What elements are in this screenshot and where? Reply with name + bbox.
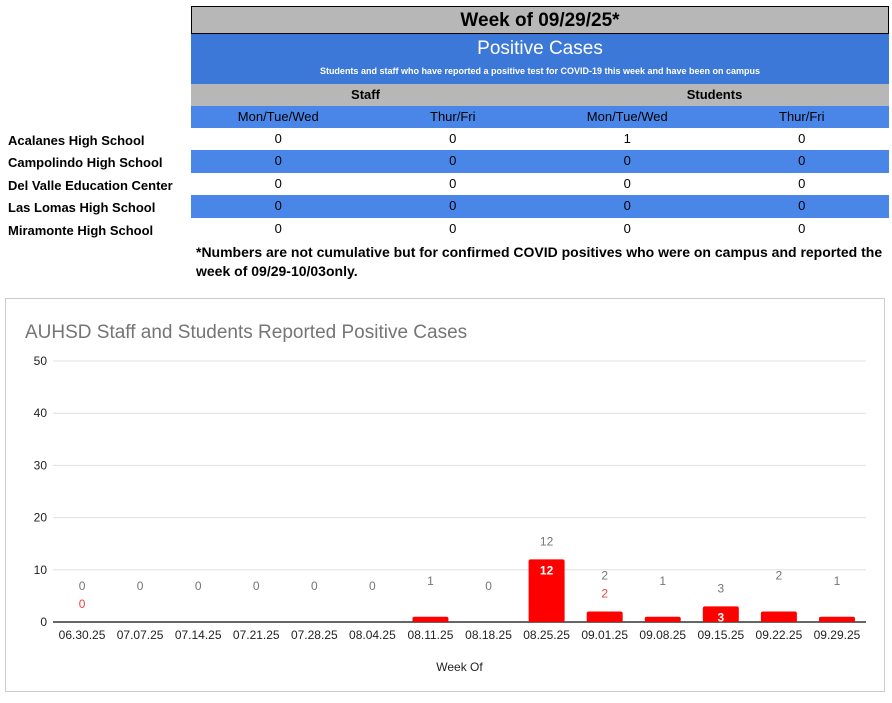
table-cell: 0 <box>449 220 457 236</box>
table-cell: 0 <box>274 220 282 236</box>
total-label: 0 <box>79 579 86 593</box>
table-cell: 0 <box>798 175 806 191</box>
total-label: 0 <box>137 579 144 593</box>
bar[interactable] <box>412 616 449 622</box>
total-label: 0 <box>195 579 202 593</box>
school-names: Acalanes High School Campolindo High Scho… <box>8 130 173 242</box>
x-axis-label: Week Of <box>436 660 483 674</box>
table-cell: 0 <box>798 131 806 146</box>
y-tick-label: 40 <box>34 406 48 420</box>
table-row: 0 0 0 0 <box>191 195 889 218</box>
school-name: Del Valle Education Center <box>8 177 173 193</box>
table-cell: 0 <box>449 198 457 214</box>
bar[interactable] <box>528 559 565 622</box>
table-cell: 0 <box>798 153 806 169</box>
table-row: 0 0 1 0 <box>191 128 889 150</box>
total-label: 1 <box>659 574 666 588</box>
column-header-cell: Thur/Fri <box>779 109 825 124</box>
week-title: Week of 09/29/25* <box>191 6 889 34</box>
table-cell: 0 <box>449 131 457 146</box>
group-header: Staff Students <box>191 84 889 106</box>
table-row: 0 0 0 0 <box>191 218 889 240</box>
table-body: 0 0 1 0 0 0 0 0 0 0 0 0 0 0 0 0 0 0 0 0 <box>191 128 889 240</box>
table-cell: 0 <box>623 198 631 214</box>
x-tick-label: 09.08.25 <box>639 628 686 642</box>
table-cell: 0 <box>798 198 806 214</box>
x-tick-label: 09.22.25 <box>756 628 803 642</box>
chart-title: AUHSD Staff and Students Reported Positi… <box>25 322 467 343</box>
column-header-cell: Thur/Fri <box>430 109 476 124</box>
cases-table: Week of 09/29/25* Positive Cases Student… <box>191 6 889 240</box>
table-cell: 0 <box>274 153 282 169</box>
table-cell: 0 <box>449 153 457 169</box>
chart-svg: AUHSD Staff and Students Reported Positi… <box>25 322 866 674</box>
table-cell: 0 <box>274 175 282 191</box>
cases-chart: AUHSD Staff and Students Reported Positi… <box>5 298 885 692</box>
x-tick-label: 08.18.25 <box>465 628 512 642</box>
total-label: 12 <box>540 534 554 548</box>
total-label: 3 <box>717 581 724 595</box>
x-tick-label: 06.30.25 <box>59 628 106 642</box>
x-tick-label: 09.01.25 <box>581 628 628 642</box>
column-header-cell: Mon/Tue/Wed <box>586 109 668 124</box>
x-tick-label: 08.11.25 <box>408 628 454 642</box>
school-name: Acalanes High School <box>8 133 145 148</box>
total-label: 1 <box>427 574 434 588</box>
bar[interactable] <box>702 606 739 622</box>
x-tick-label: 07.07.25 <box>117 628 164 642</box>
column-header: Mon/Tue/Wed Thur/Fri Mon/Tue/Wed Thur/Fr… <box>191 106 889 128</box>
x-tick-label: 08.25.25 <box>523 628 570 642</box>
table-row: 0 0 0 0 <box>191 173 889 195</box>
y-tick-label: 0 <box>40 615 47 629</box>
school-name: Miramonte High School <box>8 222 154 238</box>
total-label: 0 <box>369 579 376 593</box>
y-tick-label: 30 <box>34 458 48 472</box>
y-tick-label: 20 <box>34 511 48 525</box>
y-tick-label: 10 <box>34 563 48 577</box>
total-label: 2 <box>601 569 608 583</box>
table-cell: 0 <box>798 220 806 236</box>
table-cell: 0 <box>623 220 631 236</box>
table-cell: 1 <box>623 131 631 146</box>
total-label: 0 <box>253 579 260 593</box>
bar-label: 2 <box>601 587 608 601</box>
group-staff: Staff <box>351 87 380 102</box>
total-label: 1 <box>834 574 841 588</box>
x-tick-label: 07.21.25 <box>233 628 280 642</box>
bar[interactable] <box>818 616 855 622</box>
x-tick-label: 08.04.25 <box>349 628 396 642</box>
school-name: Las Lomas High School <box>8 200 156 216</box>
section-title: Positive Cases <box>477 38 603 59</box>
section-subtitle: Students and staff who have reported a p… <box>319 66 761 76</box>
total-label: 0 <box>485 579 492 593</box>
bar[interactable] <box>586 611 623 622</box>
footnote: *Numbers are not cumulative but for conf… <box>196 244 883 279</box>
bar[interactable] <box>760 611 797 622</box>
total-label: 2 <box>776 569 783 583</box>
table-cell: 0 <box>623 153 631 169</box>
table-cell: 0 <box>274 131 282 146</box>
bar-label: 12 <box>540 563 554 577</box>
column-header-cell: Mon/Tue/Wed <box>237 109 319 124</box>
x-tick-label: 07.14.25 <box>175 628 222 642</box>
x-tick-label: 09.29.25 <box>814 628 861 642</box>
bar[interactable] <box>644 616 681 622</box>
table-cell: 0 <box>623 175 631 191</box>
group-students: Students <box>686 87 743 102</box>
x-tick-label: 09.15.25 <box>697 628 744 642</box>
y-tick-label: 50 <box>34 354 48 368</box>
total-label: 0 <box>311 579 318 593</box>
table-cell: 0 <box>449 175 457 191</box>
school-name: Campolindo High School <box>8 155 163 171</box>
positive-cases-header: Positive Cases Students and staff who ha… <box>191 34 889 84</box>
table-cell: 0 <box>274 198 282 214</box>
bar-label: 0 <box>79 597 86 611</box>
bar-label: 3 <box>717 610 724 624</box>
x-tick-label: 07.28.25 <box>291 628 338 642</box>
table-row: 0 0 0 0 <box>191 150 889 173</box>
